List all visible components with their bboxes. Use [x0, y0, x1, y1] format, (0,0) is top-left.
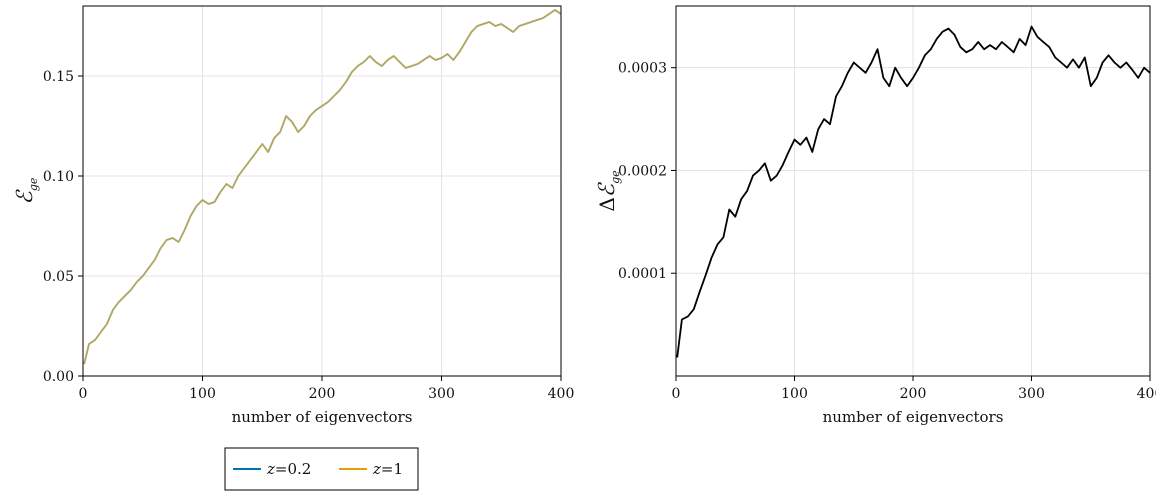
y-tick-label: 0.0002 [618, 163, 667, 179]
y-axis-label: Δℰge [595, 170, 622, 212]
x-tick-label: 100 [781, 386, 808, 402]
y-tick-label: 0.10 [43, 169, 74, 185]
x-tick-label: 300 [1018, 386, 1045, 402]
series-line [676, 25, 1151, 358]
legend-label: z=0.2 [266, 460, 311, 478]
x-tick-label: 100 [189, 386, 216, 402]
x-tick-label: 300 [428, 386, 455, 402]
x-tick-label: 400 [1137, 386, 1156, 402]
series-line [83, 9, 562, 365]
y-tick-label: 0.0001 [618, 266, 667, 282]
legend: z=0.2 z=1 [224, 447, 419, 491]
x-tick-label: 200 [900, 386, 927, 402]
legend-label: z=1 [372, 460, 403, 478]
right-panel: 0 100 200 300 400 0.0001 0.0002 0.0003 number of… [595, 5, 1156, 426]
y-tick-label: 0.00 [43, 369, 74, 385]
x-axis-label: number of eigenvectors [823, 408, 1004, 426]
left-panel: 0 100 200 300 400 0.00 0.05 0.10 0.15 number of e… [13, 5, 575, 426]
y-tick-label: 0.05 [43, 269, 74, 285]
y-tick-label: 0.0003 [618, 61, 667, 77]
y-tick-label: 0.15 [43, 69, 74, 85]
series-line [83, 9, 562, 365]
x-axis-label: number of eigenvectors [232, 408, 413, 426]
x-tick-label: 400 [548, 386, 575, 402]
x-tick-label: 0 [672, 386, 681, 402]
x-tick-label: 0 [79, 386, 88, 402]
y-axis-label: ℰge [13, 177, 40, 204]
x-tick-label: 200 [309, 386, 336, 402]
